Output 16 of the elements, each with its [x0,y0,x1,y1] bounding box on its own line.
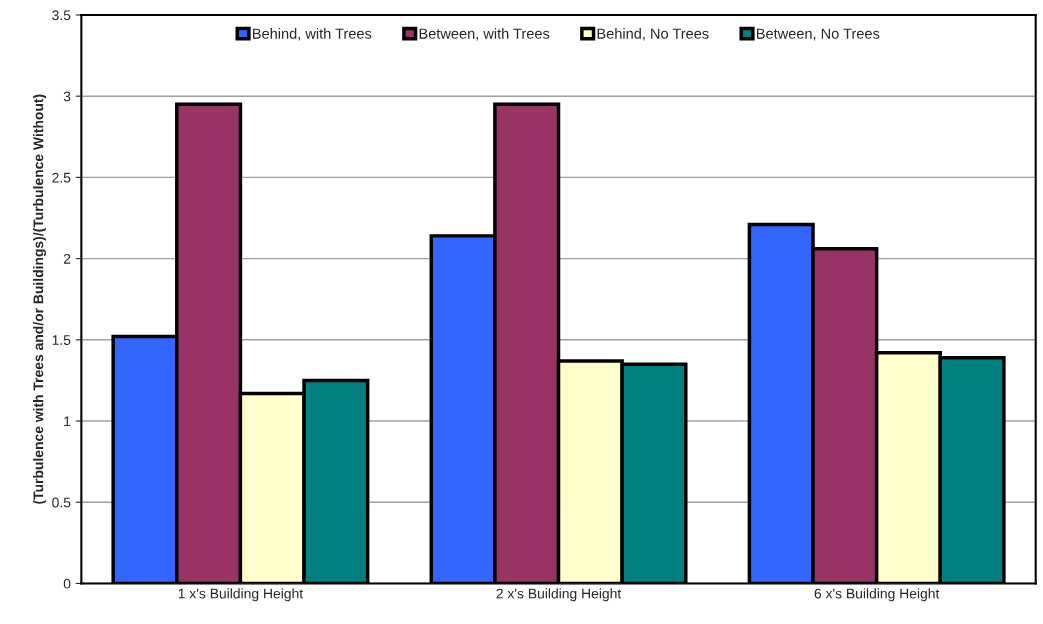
y-tick-label: 0.5 [52,497,71,508]
y-tick-label: 1 [64,416,71,427]
y-tick-label: 3.5 [52,10,71,21]
legend-label: Behind, No Trees [597,28,709,41]
y-tick-label: 0 [63,578,71,589]
x-tick-label: 1 x's Building Height [178,588,304,602]
legend-label: Between, No Trees [756,28,880,41]
x-tick-label: 6 x's Building Height [814,588,940,602]
y-tick-label: 3 [63,91,71,102]
legend-label: Behind, with Trees [253,28,372,41]
legend-label: Between, with Trees [419,28,550,41]
y-tick-label: 2 [63,253,71,264]
y-tick-label: 1.5 [52,335,71,345]
y-tick-label: 2.5 [52,172,71,183]
y-axis-title: (Turbulence with Trees and/or Buildings)/(Turbulence Without) [33,94,47,504]
x-tick-label: 2 x's Building Height [496,588,622,602]
